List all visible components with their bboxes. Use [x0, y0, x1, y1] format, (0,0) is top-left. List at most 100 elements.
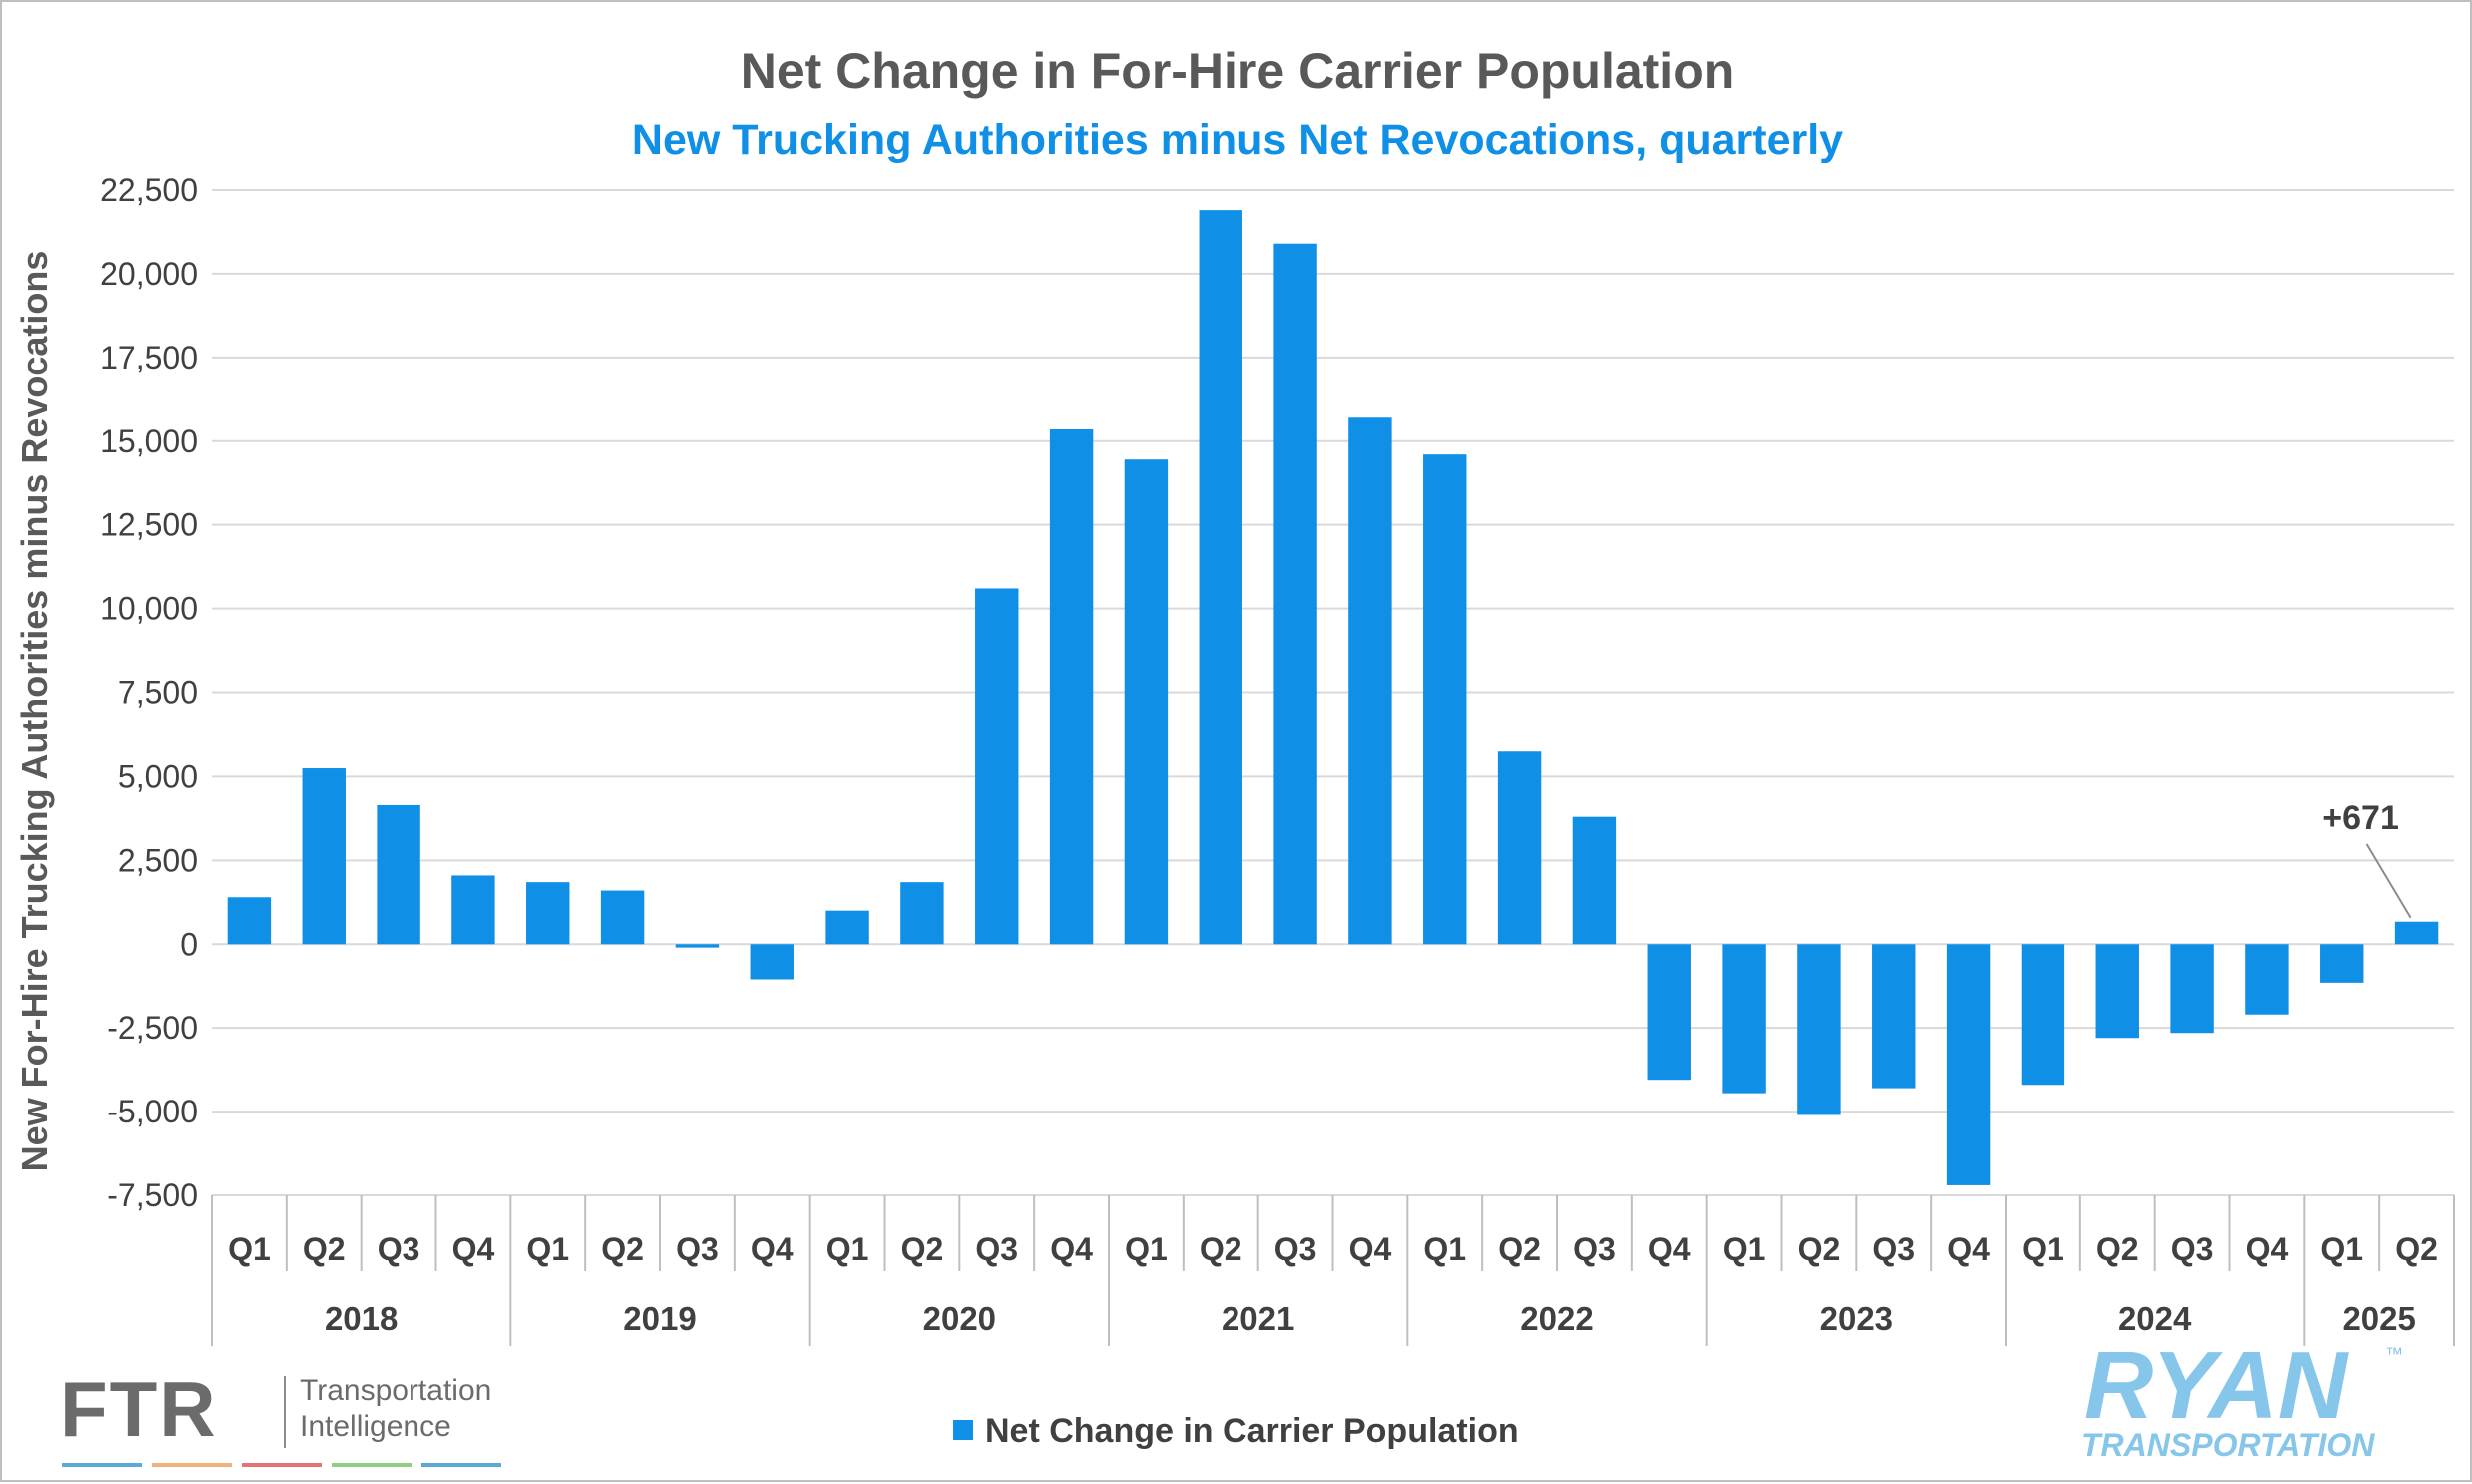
- y-tick-label: 20,000: [100, 256, 198, 292]
- ryan-logo-tm: ™: [2385, 1344, 2403, 1364]
- bar: [1647, 944, 1691, 1081]
- legend: Net Change in Carrier Population: [953, 1412, 1519, 1450]
- ftr-logo-divider: [284, 1376, 286, 1448]
- x-tick-label: Q3: [1573, 1231, 1616, 1267]
- x-tick-label: Q4: [1947, 1231, 1990, 1267]
- y-tick-label: 12,500: [100, 507, 198, 543]
- x-tick-label: Q1: [1723, 1231, 1766, 1267]
- y-axis-label: New For-Hire Trucking Authorities minus …: [14, 251, 55, 1172]
- bars: [227, 210, 2439, 1185]
- ryan-logo: RYAN TRANSPORTATION ™: [2081, 1332, 2403, 1463]
- bar: [526, 882, 570, 945]
- bar: [2170, 944, 2214, 1034]
- bar: [451, 875, 495, 945]
- year-label: 2022: [1520, 1300, 1593, 1337]
- chart-subtitle: New Trucking Authorities minus Net Revoc…: [632, 116, 1843, 164]
- bar: [227, 897, 272, 945]
- y-tick-label: -5,000: [107, 1094, 198, 1129]
- year-label: 2023: [1820, 1300, 1893, 1337]
- ftr-logo-line1: Transportation: [300, 1374, 491, 1407]
- ftr-logo: FTR Transportation Intelligence: [60, 1365, 501, 1467]
- year-label: 2021: [1222, 1300, 1294, 1337]
- bar: [2095, 944, 2139, 1039]
- year-label: 2025: [2342, 1300, 2415, 1337]
- y-tick-label: 10,000: [100, 591, 198, 627]
- bar: [675, 944, 720, 948]
- x-tick-label: Q1: [1125, 1231, 1168, 1267]
- bar: [377, 804, 420, 945]
- bar: [1497, 751, 1542, 945]
- bar: [1572, 816, 1617, 945]
- x-tick-label: Q1: [526, 1231, 569, 1267]
- ftr-stripe: [242, 1463, 322, 1467]
- year-label: 2024: [2118, 1300, 2192, 1337]
- bar: [1946, 944, 1991, 1185]
- y-tick-label: 5,000: [118, 758, 198, 794]
- x-tick-label: Q2: [901, 1231, 944, 1267]
- x-tick-label: Q3: [1274, 1231, 1317, 1267]
- bar: [1423, 454, 1467, 945]
- bar: [1199, 210, 1242, 945]
- legend-swatch: [953, 1420, 973, 1440]
- y-tick-label: 7,500: [118, 675, 198, 711]
- ryan-logo-text: RYAN: [2084, 1332, 2349, 1439]
- y-tick-label: -7,500: [107, 1177, 198, 1213]
- x-tick-label: Q2: [1200, 1231, 1242, 1267]
- category-axis: Q1 Q2 Q3 Q4 Q1 Q2 Q3 Q4 Q1 Q2 Q3 Q4 Q1 Q2 Q3 Q4 Q1 Q2 Q3 Q4…: [211, 1195, 2455, 1346]
- y-tick-label: 15,000: [100, 423, 198, 459]
- bar: [975, 588, 1019, 945]
- bar: [900, 882, 944, 945]
- bar: [1872, 944, 1916, 1089]
- x-tick-label: Q1: [2022, 1231, 2064, 1267]
- x-tick-label: Q2: [2395, 1231, 2438, 1267]
- bar: [302, 768, 346, 945]
- legend-label: Net Change in Carrier Population: [985, 1412, 1519, 1450]
- x-tick-label: Q4: [452, 1231, 495, 1267]
- bar: [1797, 944, 1841, 1115]
- bar: [1722, 944, 1766, 1094]
- x-tick-label: Q3: [975, 1231, 1018, 1267]
- x-tick-label: Q3: [1872, 1231, 1915, 1267]
- x-tick-label: Q4: [1349, 1231, 1392, 1267]
- bar: [2021, 944, 2065, 1086]
- y-tick-label: 17,500: [100, 340, 198, 375]
- bar: [1049, 429, 1094, 945]
- x-tick-label: Q2: [1798, 1231, 1841, 1267]
- x-tick-label: Q1: [2320, 1231, 2363, 1267]
- y-tick-label: 2,500: [118, 842, 198, 878]
- annotation-label: +671: [2322, 799, 2399, 837]
- x-tick-label: Q2: [303, 1231, 346, 1267]
- bar: [2245, 944, 2289, 1015]
- x-tick-label: Q4: [2246, 1231, 2289, 1267]
- x-tick-label: Q3: [676, 1231, 719, 1267]
- year-label: 2018: [325, 1300, 398, 1337]
- x-tick-label: Q1: [826, 1231, 869, 1267]
- annotation-leader: [2365, 843, 2412, 919]
- x-tick-label: Q4: [1050, 1231, 1093, 1267]
- y-tick-label: -2,500: [107, 1010, 198, 1046]
- ftr-stripe: [332, 1463, 412, 1467]
- ftr-logo-stripes: [62, 1463, 501, 1467]
- ftr-stripe: [421, 1463, 501, 1467]
- bar: [600, 890, 645, 945]
- x-tick-label: Q4: [751, 1231, 794, 1267]
- x-tick-label: Q2: [601, 1231, 644, 1267]
- bar: [1124, 459, 1169, 945]
- x-tick-label: Q3: [2171, 1231, 2214, 1267]
- bar: [2394, 921, 2439, 945]
- bar: [750, 944, 794, 980]
- y-tick-label: 0: [180, 926, 198, 962]
- x-tick-label: Q2: [2096, 1231, 2139, 1267]
- x-tick-label: Q1: [1423, 1231, 1466, 1267]
- bar: [1348, 417, 1392, 945]
- ftr-logo-text: FTR: [60, 1365, 218, 1453]
- year-label: 2020: [923, 1300, 996, 1337]
- ryan-logo-tagline: TRANSPORTATION: [2081, 1427, 2375, 1463]
- bar: [2320, 944, 2364, 983]
- annotations: +671: [2322, 799, 2412, 919]
- year-label: 2019: [623, 1300, 696, 1337]
- chart-title: Net Change in For-Hire Carrier Populatio…: [741, 43, 1735, 99]
- bar: [825, 910, 869, 945]
